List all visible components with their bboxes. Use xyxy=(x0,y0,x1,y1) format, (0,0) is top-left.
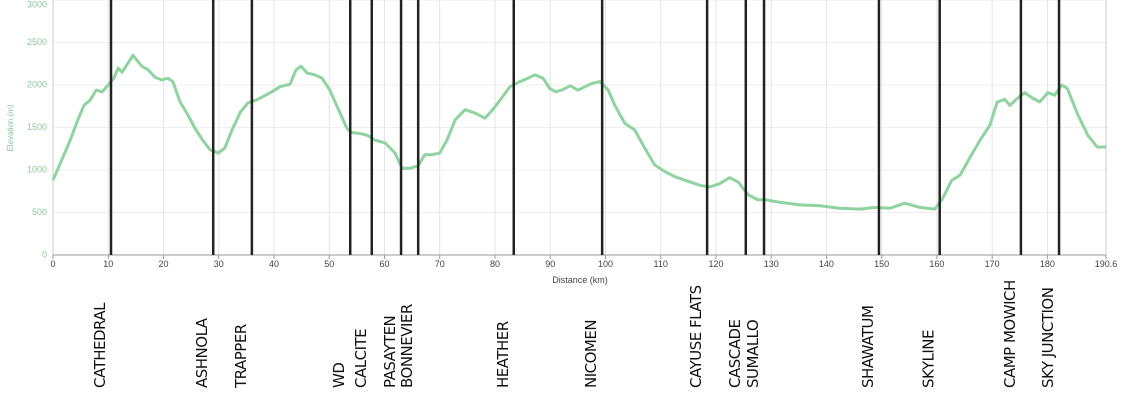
checkpoint-label: TRAPPER xyxy=(232,324,250,389)
x-axis-label: Distance (km) xyxy=(552,275,608,285)
x-tick-label: 170 xyxy=(985,259,1000,269)
y-tick-label: 2000 xyxy=(27,79,47,89)
x-tick-label: 90 xyxy=(545,259,555,269)
checkpoint-label: HEATHER xyxy=(494,321,512,388)
elevation-line xyxy=(51,53,1106,211)
x-tick-label: 20 xyxy=(158,259,168,269)
checkpoint-label: NICOMEN xyxy=(582,320,600,388)
x-tick-label: 160 xyxy=(929,259,944,269)
checkpoint-label: CAYUSE FLATS xyxy=(687,285,705,388)
x-tick-label: 70 xyxy=(435,259,445,269)
x-tick-label: 30 xyxy=(214,259,224,269)
y-tick-label: 1500 xyxy=(27,122,47,132)
x-tick-label: 140 xyxy=(819,259,834,269)
x-tick-label: 50 xyxy=(324,259,334,269)
y-tick-label: 0 xyxy=(42,249,47,259)
y-tick-label: 3000 xyxy=(27,0,47,9)
checkpoint-label: SKYLINE xyxy=(920,330,938,388)
x-tick-label: 190.6 xyxy=(1095,259,1118,269)
checkpoint-label: SKY JUNCTION xyxy=(1039,288,1057,388)
checkpoint-label: PASAYTEN xyxy=(381,316,399,388)
x-tick-label: 120 xyxy=(708,259,723,269)
y-tick-label: 2500 xyxy=(27,37,47,47)
checkpoint-label: CALCITE xyxy=(352,329,370,388)
x-tick-label: 180 xyxy=(1040,259,1055,269)
checkpoint-label: ASHNOLA xyxy=(193,317,211,388)
x-tick-label: 60 xyxy=(379,259,389,269)
y-axis-label: Elevation (m) xyxy=(6,104,15,151)
x-tick-label: 130 xyxy=(764,259,779,269)
x-tick-label: 100 xyxy=(598,259,613,269)
checkpoint-label: BONNEVIER xyxy=(398,304,416,388)
y-tick-label: 1000 xyxy=(27,164,47,174)
checkpoint-label: CAMP MOWICH xyxy=(1001,280,1019,388)
x-tick-label: 110 xyxy=(654,259,668,269)
checkpoint-label: SHAWATUM xyxy=(859,306,877,388)
checkpoint-label: WD xyxy=(330,363,348,388)
x-tick-label: 150 xyxy=(874,259,889,269)
x-tick-label: 40 xyxy=(269,259,279,269)
y-tick-label: 500 xyxy=(32,207,47,217)
checkpoint-label: CATHEDRAL xyxy=(91,302,109,388)
checkpoint-label: CASCADE xyxy=(726,319,744,388)
x-tick-label: 10 xyxy=(103,259,113,269)
x-tick-label: 80 xyxy=(490,259,500,269)
checkpoint-label: SUMALLO xyxy=(744,320,762,388)
x-tick-label: 0 xyxy=(50,259,55,269)
